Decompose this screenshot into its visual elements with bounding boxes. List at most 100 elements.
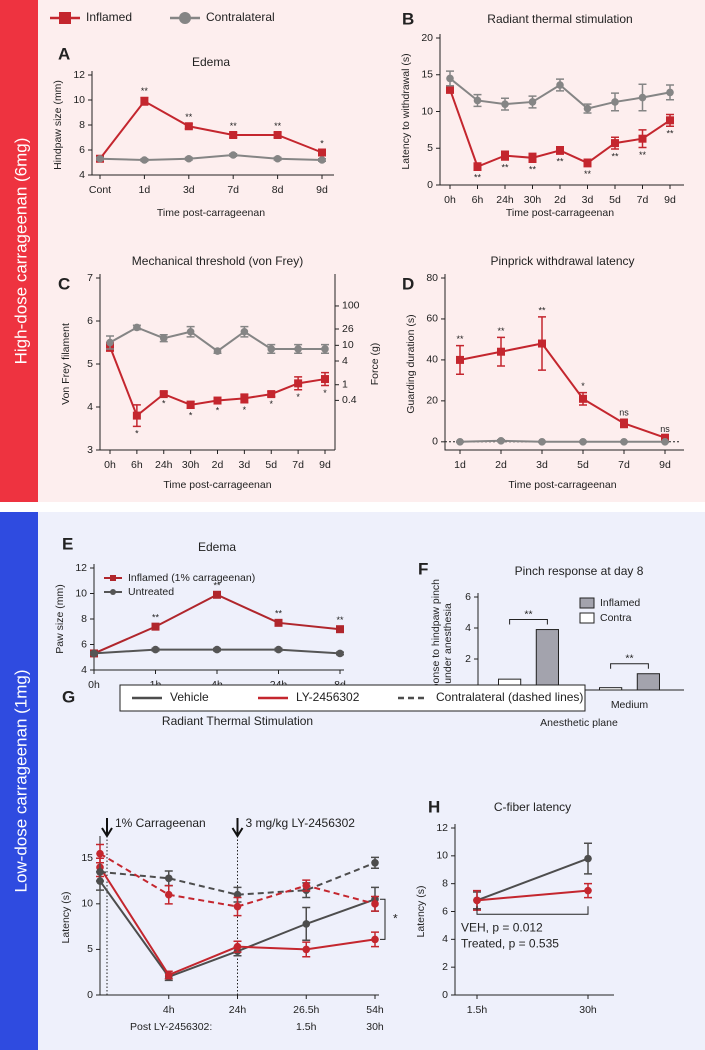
y-tick-label: 0 [432, 436, 438, 448]
panel-label: H [428, 797, 440, 816]
point [318, 156, 326, 164]
x-tick-label: 5d [265, 459, 277, 471]
y-tick-label: 6 [465, 591, 471, 603]
y-tick-label: 2 [465, 653, 471, 665]
point [446, 74, 454, 83]
point [620, 419, 628, 428]
point [321, 375, 329, 384]
y-tick-label: 5 [87, 943, 93, 955]
y-tick-label: 3 [87, 444, 93, 456]
x-tick-label: 26.5h [293, 1004, 319, 1016]
x-tick-label: 24h [229, 1004, 247, 1016]
axis [444, 274, 684, 451]
y-tick-label: 6 [79, 144, 85, 156]
y2-tick-label: 100 [342, 300, 360, 312]
section-background [0, 0, 705, 502]
y-tick-label: 10 [421, 105, 433, 117]
y-tick-label: 12 [73, 69, 85, 81]
x-axis-label: Time post-carrageenan [163, 479, 271, 491]
x-tick-label: 30h [182, 459, 200, 471]
y2-tick-label: 26 [342, 323, 354, 335]
legend-marker [110, 589, 116, 595]
x-tick-label: 3d [536, 459, 548, 471]
point [302, 920, 311, 928]
stat-note: VEH, p = 0.012 [461, 920, 543, 934]
legend-label: Untreated [128, 586, 174, 598]
section-label: Low-dose carrageenan (1mg) [11, 669, 30, 892]
y2-axis-label: Force (g) [369, 343, 381, 386]
y-tick-label: 0 [87, 989, 93, 1001]
significance: ** [274, 121, 282, 131]
significance: * [216, 406, 220, 416]
y2-tick-label: 10 [342, 339, 354, 351]
series-line [459, 439, 665, 443]
x-tick-label: 30h [579, 1004, 597, 1016]
point [611, 139, 619, 148]
y-axis-label: Latency (s) [415, 886, 427, 938]
y-tick-label: 10 [81, 898, 93, 910]
significance: ns [660, 424, 670, 434]
series-line [99, 153, 323, 162]
x-tick-label: 30h [524, 194, 542, 206]
point [456, 438, 464, 446]
y-tick-label: 4 [81, 664, 87, 676]
point [556, 81, 564, 89]
point [213, 645, 221, 654]
point [371, 935, 379, 944]
significance: * [269, 399, 273, 409]
point [473, 896, 481, 905]
series-line [459, 342, 666, 439]
series-line [476, 857, 589, 902]
point [140, 97, 149, 106]
y-axis-label: Hindpaw size (mm) [52, 80, 64, 170]
bar [636, 673, 660, 691]
y-axis-label: under anesthesia [442, 603, 454, 684]
section-label: High-dose carrageenan (6mg) [11, 138, 30, 365]
chart-title: Radiant thermal stimulation [487, 12, 632, 26]
point [140, 156, 149, 164]
point [294, 379, 303, 388]
y-axis-label: Latency to withdrawal (s) [400, 53, 412, 169]
x-tick-label: 3d [582, 194, 594, 206]
point [274, 618, 283, 627]
bracket [509, 619, 548, 625]
point [611, 98, 619, 106]
point [538, 339, 546, 348]
point [184, 122, 193, 131]
point [583, 104, 592, 113]
y-tick-label: 4 [442, 933, 448, 945]
point [186, 327, 195, 336]
point [132, 411, 141, 420]
x-tick-label: 3d [183, 184, 195, 196]
legend-swatch [579, 597, 595, 609]
significance: ** [611, 151, 619, 161]
point [229, 131, 238, 139]
post-label: Post LY-2456302: [130, 1021, 212, 1033]
point [213, 396, 222, 405]
point [584, 854, 592, 863]
point [213, 347, 222, 355]
significance: * [581, 381, 585, 391]
y-tick-label: 8 [81, 613, 87, 625]
y-tick-label: 15 [421, 69, 433, 81]
point [233, 890, 242, 899]
significance: * [296, 392, 300, 402]
point [579, 438, 587, 446]
post-tick-label: 30h [366, 1021, 384, 1033]
legend-marker [110, 575, 116, 581]
significance: ** [584, 169, 592, 179]
x-tick-label: 2d [495, 459, 507, 471]
chart-title: Pinch response at day 8 [515, 564, 644, 578]
legend-label: Inflamed [600, 597, 640, 609]
point [164, 971, 173, 979]
point [638, 93, 647, 102]
panel-label: G [62, 687, 75, 706]
significance: * [243, 405, 247, 415]
point [556, 146, 564, 155]
point [528, 153, 537, 162]
point [336, 625, 344, 634]
bracket [476, 906, 589, 915]
point [274, 645, 283, 654]
y-tick-label: 2 [442, 961, 448, 973]
y-tick-label: 80 [426, 272, 438, 284]
